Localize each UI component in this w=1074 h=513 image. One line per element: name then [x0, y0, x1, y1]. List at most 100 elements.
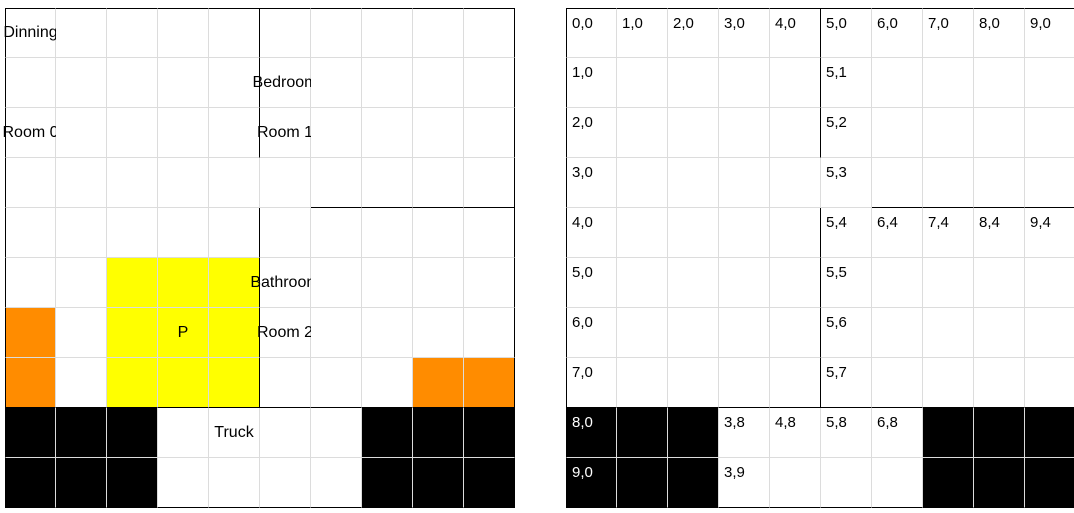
coord-label: 5,0 [826, 15, 847, 32]
coord-cell: 5,4 [821, 208, 872, 258]
coord-label: 4,0 [572, 214, 593, 231]
coord-cell [872, 308, 923, 358]
coord-cell [617, 258, 668, 308]
floor-cell [158, 408, 209, 458]
coord-cell [719, 58, 770, 108]
coord-label: 1,0 [622, 15, 643, 32]
blocked-cell [1025, 458, 1074, 508]
coord-cell [923, 258, 974, 308]
floor-cell [56, 208, 107, 258]
coord-cell [974, 258, 1025, 308]
room0-label: Room 0 [2, 123, 59, 141]
coord-label: 2,0 [572, 114, 593, 131]
blocked-cell: 9,0 [566, 458, 617, 508]
coord-cell [668, 208, 719, 258]
coord-label: 5,8 [826, 414, 847, 431]
coord-cell [719, 358, 770, 408]
floor-cell [158, 8, 209, 58]
player-cell [209, 358, 260, 408]
floor-cell [362, 8, 413, 58]
floor-cell [464, 308, 515, 358]
floor-cell [260, 158, 311, 208]
coord-cell [617, 108, 668, 158]
blocked-cell: 8,0 [566, 408, 617, 458]
coord-label: 8,0 [979, 15, 1000, 32]
coord-cell: 4,8 [770, 408, 821, 458]
coord-cell [872, 58, 923, 108]
floor-cell [209, 158, 260, 208]
coord-cell: 0,0 [566, 8, 617, 58]
player-cell [209, 308, 260, 358]
floor-cell [362, 58, 413, 108]
coord-cell [821, 458, 872, 508]
floor-cell [464, 108, 515, 158]
coord-cell [872, 108, 923, 158]
coord-label: 3,8 [724, 414, 745, 431]
coord-cell: 5,1 [821, 58, 872, 108]
floor-cell [311, 158, 362, 208]
floor-cell [464, 158, 515, 208]
coord-cell: 9,4 [1025, 208, 1074, 258]
floor-cell [209, 8, 260, 58]
coord-cell: 5,2 [821, 108, 872, 158]
floor-cell [56, 308, 107, 358]
coord-cell [617, 308, 668, 358]
floor-cell [209, 208, 260, 258]
coord-cell [770, 58, 821, 108]
coord-cell: 4,0 [770, 8, 821, 58]
coord-cell [1025, 258, 1074, 308]
floor-cell [413, 58, 464, 108]
player-label: P [177, 323, 189, 341]
floor-cell [209, 108, 260, 158]
floor-cell: Dinning [3, 8, 58, 58]
blocked-cell [413, 408, 464, 458]
coord-cell [974, 108, 1025, 158]
coord-label: 5,3 [826, 164, 847, 181]
floor-cell [311, 458, 362, 508]
coord-label: 3,0 [724, 15, 745, 32]
coord-cell [1025, 308, 1074, 358]
blocked-cell [413, 458, 464, 508]
coord-cell [719, 108, 770, 158]
coord-cell [719, 258, 770, 308]
floor-cell: Room 2 [257, 308, 313, 358]
floor-cell [464, 58, 515, 108]
coord-cell [668, 308, 719, 358]
floor-cell [311, 208, 362, 258]
coord-label: 5,4 [826, 214, 847, 231]
blocked-cell [56, 458, 107, 508]
coord-cell [872, 158, 923, 208]
floor-cell [311, 8, 362, 58]
coord-label: 5,2 [826, 114, 847, 131]
coord-label: 8,0 [572, 414, 593, 431]
coord-cell [770, 158, 821, 208]
coord-cell [668, 108, 719, 158]
coord-cell: 3,0 [566, 158, 617, 208]
coord-cell [770, 458, 821, 508]
coord-cell [617, 358, 668, 408]
coord-label: 9,0 [572, 464, 593, 481]
floor-plan-grid: Dinning Bedroom Room 0 Room 1 Bathroom P Room … [2, 8, 515, 508]
floor-cell [107, 108, 158, 158]
floor-cell [413, 108, 464, 158]
blocked-cell [923, 408, 974, 458]
blocked-cell [56, 408, 107, 458]
floor-cell [158, 458, 209, 508]
floor-cell: Bedroom [253, 58, 317, 108]
floor-cell [158, 108, 209, 158]
coord-label: 4,8 [775, 414, 796, 431]
floor-cell [56, 58, 107, 108]
coord-cell: 5,7 [821, 358, 872, 408]
coord-label: 5,0 [572, 264, 593, 281]
coord-cell: 5,0 [566, 258, 617, 308]
blocked-cell [617, 408, 668, 458]
coord-cell [872, 458, 923, 508]
blocked-cell [107, 458, 158, 508]
floor-cell [362, 108, 413, 158]
player-cell [107, 258, 158, 308]
floor-cell [260, 458, 311, 508]
room1-label: Room 1 [256, 123, 314, 141]
coord-cell [668, 258, 719, 308]
blocked-cell [974, 458, 1025, 508]
floor-cell [107, 208, 158, 258]
